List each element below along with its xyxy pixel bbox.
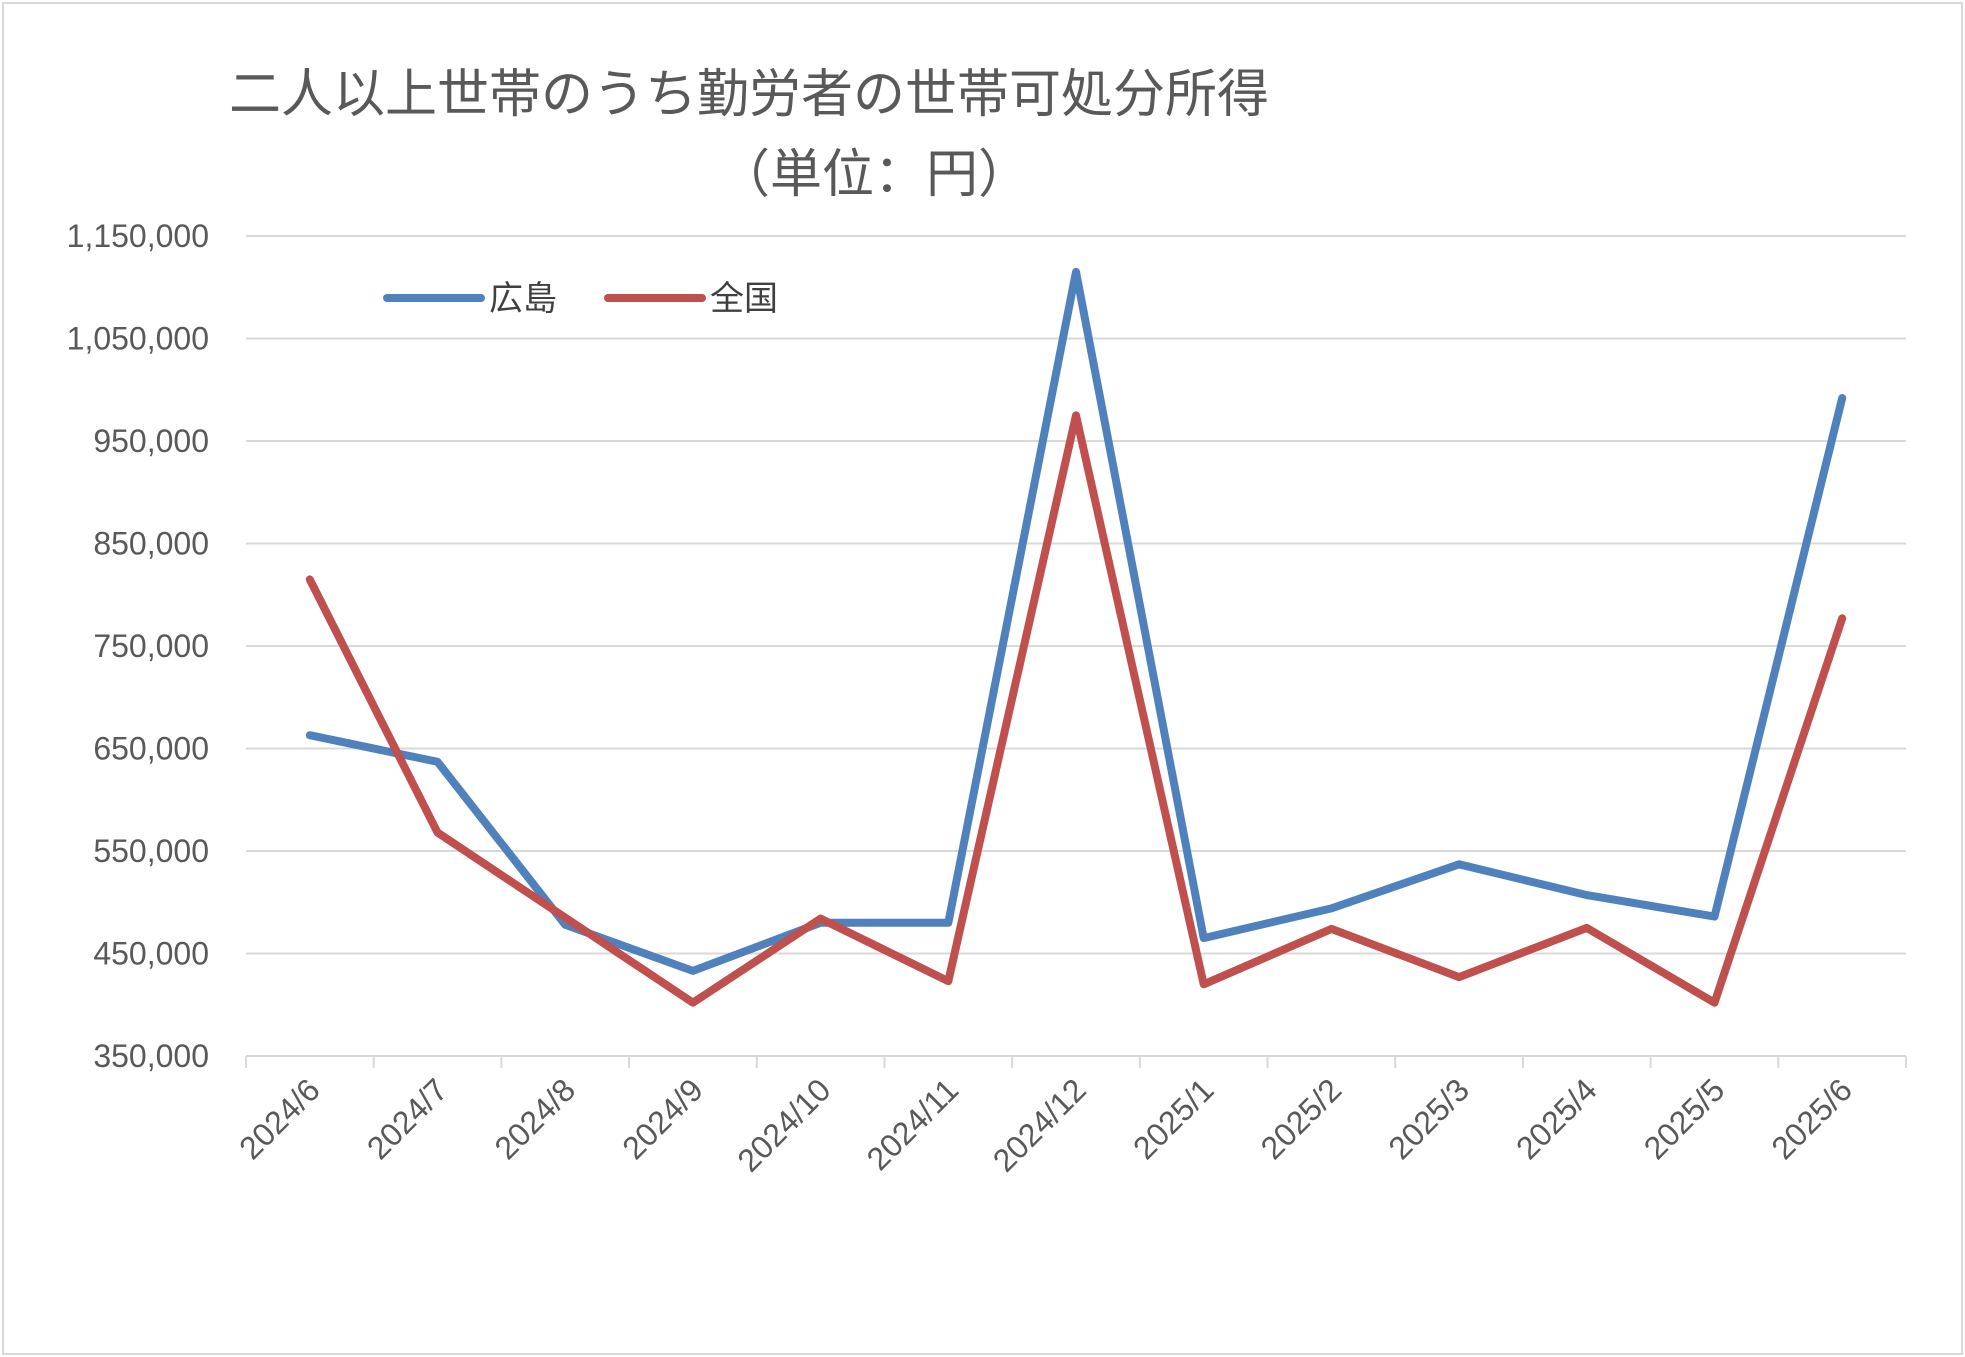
gridlines bbox=[246, 235, 1906, 955]
y-tick-label: 750,000 bbox=[93, 628, 209, 664]
y-tick-label: 1,150,000 bbox=[67, 218, 209, 254]
x-tick-label: 2024/8 bbox=[488, 1071, 583, 1166]
y-tick-label: 450,000 bbox=[93, 936, 209, 972]
x-tick-label: 2025/5 bbox=[1637, 1071, 1732, 1166]
x-axis bbox=[245, 1055, 1907, 1068]
line-chart: 二人以上世帯のうち勤労者の世帯可処分所得 （単位：円） 1,150,000 1,0… bbox=[67, 65, 1907, 1179]
x-axis-ticks: 2024/6 2024/7 2024/8 2024/9 2024/10 2024/11 20… bbox=[232, 1071, 1859, 1178]
x-tick-label: 2025/1 bbox=[1126, 1071, 1221, 1166]
x-tick-label: 2024/7 bbox=[360, 1071, 455, 1166]
y-axis-ticks: 1,150,000 1,050,000 950,000 850,000 750,000 6… bbox=[67, 218, 209, 1074]
y-tick-label: 850,000 bbox=[93, 526, 209, 562]
series-lines bbox=[305, 267, 1847, 1007]
y-tick-label: 1,050,000 bbox=[67, 321, 209, 357]
y-tick-label: 650,000 bbox=[93, 731, 209, 767]
y-tick-label: 350,000 bbox=[93, 1038, 209, 1074]
x-tick-label: 2025/4 bbox=[1509, 1071, 1604, 1166]
x-tick-label: 2025/6 bbox=[1764, 1071, 1859, 1166]
legend-label: 広島 bbox=[489, 279, 557, 319]
x-tick-label: 2024/9 bbox=[615, 1071, 710, 1166]
x-tick-label: 2025/2 bbox=[1254, 1071, 1349, 1166]
y-tick-label: 950,000 bbox=[93, 423, 209, 459]
x-tick-label: 2024/6 bbox=[232, 1071, 327, 1166]
x-tick-label: 2025/3 bbox=[1381, 1071, 1476, 1166]
chart-title: 二人以上世帯のうち勤労者の世帯可処分所得 bbox=[229, 65, 1269, 125]
x-tick-label: 2024/10 bbox=[730, 1071, 837, 1178]
chart-subtitle: （単位：円） bbox=[718, 145, 1030, 205]
x-tick-label: 2024/12 bbox=[986, 1071, 1093, 1178]
legend: 広島 全国 bbox=[383, 279, 778, 319]
series-line-1 bbox=[305, 411, 1847, 1007]
x-tick-label: 2024/11 bbox=[860, 1071, 966, 1177]
series-line-0 bbox=[305, 267, 1847, 975]
legend-label: 全国 bbox=[710, 279, 778, 319]
y-tick-label: 550,000 bbox=[93, 833, 209, 869]
